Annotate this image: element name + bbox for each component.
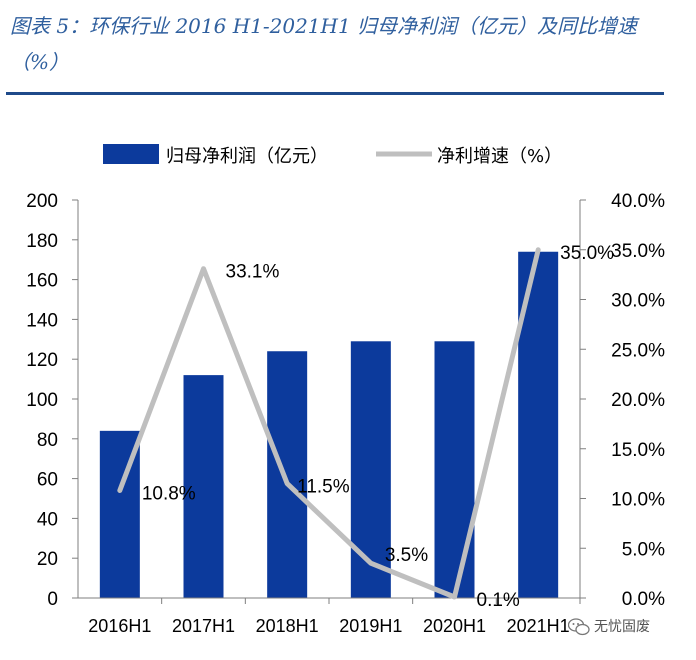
y-left-tick-label: 20 — [37, 549, 58, 570]
bar — [434, 341, 475, 598]
growth-line — [117, 247, 541, 600]
y-left-tick-label: 0 — [47, 589, 58, 610]
x-tick-label: 2018H1 — [256, 616, 319, 636]
data-labels: 10.8% 33.1% 11.5% 3.5% 0.1% 35.0% — [142, 243, 614, 611]
data-label: 3.5% — [385, 545, 428, 566]
title-divider — [6, 92, 664, 95]
bar — [267, 351, 308, 598]
data-label: 11.5% — [297, 477, 350, 498]
data-label: 10.8% — [142, 484, 196, 505]
y-right-tick-label: 0.0% — [622, 589, 665, 610]
y-right-tick-label: 15.0% — [611, 440, 665, 461]
y-right-tick-label: 35.0% — [611, 241, 665, 262]
x-tick-label: 2020H1 — [423, 616, 486, 636]
y-left-tick-label: 180 — [26, 231, 58, 252]
legend-bar-label: 归母净利润（亿元） — [166, 146, 328, 167]
data-label: 35.0% — [560, 243, 614, 264]
y-left-tick-label: 160 — [26, 271, 58, 292]
legend: 归母净利润（亿元） 净利增速（%） — [103, 144, 562, 167]
y-right-tick-label: 5.0% — [622, 539, 665, 560]
y-right-tick-label: 20.0% — [611, 390, 665, 411]
y-left-tick-label: 60 — [37, 470, 58, 491]
figure-title: 图表 5：环保行业 2016 H1-2021H1 归母净利润（亿元）及同比增速（… — [10, 14, 638, 74]
y-right-tick-label: 25.0% — [611, 340, 665, 361]
y-right-tick-label: 30.0% — [611, 291, 665, 312]
x-tick-label: 2021H1 — [507, 616, 570, 636]
y-left-tick-label: 140 — [26, 310, 58, 331]
bar — [183, 375, 224, 598]
legend-bar-swatch — [103, 144, 159, 164]
watermark-text: 无忧固废 — [594, 619, 650, 635]
data-label: 0.1% — [477, 590, 520, 611]
x-tick-label: 2019H1 — [339, 616, 402, 636]
axes: 0 20 40 60 80 100 120 140 160 180 200 0.0% 5.0% 10.0%… — [26, 191, 665, 636]
watermark: 无忧固废 — [568, 616, 650, 636]
y-left-tick-label: 100 — [26, 390, 58, 411]
y-left-tick-label: 200 — [26, 191, 58, 212]
y-left-tick-label: 40 — [37, 509, 58, 530]
bar-series — [99, 251, 559, 599]
data-label: 33.1% — [226, 262, 280, 283]
y-left-tick-label: 80 — [37, 430, 58, 451]
x-tick-label: 2017H1 — [172, 616, 235, 636]
wechat-icon — [568, 618, 590, 636]
bar — [350, 341, 391, 598]
legend-line-label: 净利增速（%） — [437, 146, 562, 167]
line-series — [117, 247, 541, 600]
y-right-tick-label: 10.0% — [611, 490, 665, 511]
y-left-tick-label: 120 — [26, 350, 58, 371]
y-right-tick-label: 40.0% — [611, 191, 665, 212]
x-tick-label: 2016H1 — [88, 616, 151, 636]
